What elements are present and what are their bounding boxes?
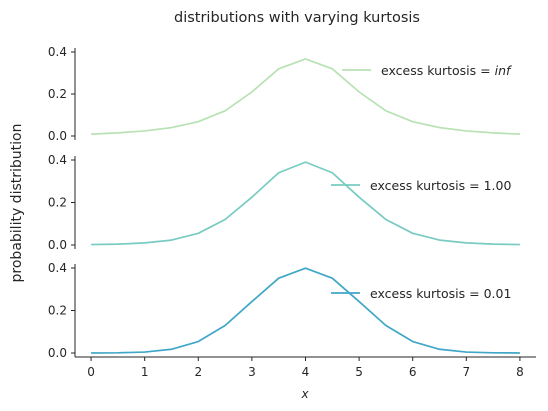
x-axis-label: x bbox=[300, 387, 309, 401]
x-tick-label: 4 bbox=[302, 365, 310, 379]
y-tick-label: 0.0 bbox=[48, 238, 67, 252]
y-tick-label: 0.2 bbox=[48, 196, 67, 210]
legend-label: excess kurtosis = inf bbox=[381, 63, 512, 78]
x-tick-label: 7 bbox=[462, 365, 470, 379]
x-tick-label: 5 bbox=[355, 365, 363, 379]
y-tick-label: 0.4 bbox=[48, 153, 67, 167]
x-tick-label: 0 bbox=[87, 365, 95, 379]
panels: 0.0 0.2 0.4 excess kurtosis = inf 0.0 0.2 0.4 e… bbox=[48, 45, 536, 379]
y-tick-label: 0.4 bbox=[48, 261, 67, 275]
series-line bbox=[91, 161, 520, 246]
x-tick-label: 6 bbox=[409, 365, 417, 379]
y-tick-label: 0.0 bbox=[48, 346, 67, 360]
y-tick-label: 0.2 bbox=[48, 87, 67, 101]
x-tick-label: 3 bbox=[248, 365, 256, 379]
y-axis-label: probability distribution bbox=[9, 124, 25, 283]
series-line bbox=[91, 267, 520, 354]
panel-3: 0.0 0.2 0.4 excess kurtosis = 0.01 bbox=[48, 261, 520, 360]
legend-label: excess kurtosis = 1.00 bbox=[370, 178, 511, 193]
legend-value: 0.01 bbox=[484, 286, 512, 301]
panel-2: 0.0 0.2 0.4 excess kurtosis = 1.00 bbox=[48, 153, 520, 252]
panel-1: 0.0 0.2 0.4 excess kurtosis = inf bbox=[48, 45, 520, 143]
x-tick-label: 1 bbox=[141, 365, 149, 379]
x-axis: 0 1 2 3 4 5 6 7 8 bbox=[75, 356, 536, 379]
x-tick-label: 2 bbox=[194, 365, 202, 379]
legend-label: excess kurtosis = 0.01 bbox=[370, 286, 511, 301]
chart-title: distributions with varying kurtosis bbox=[174, 10, 420, 26]
y-tick-label: 0.4 bbox=[48, 45, 67, 59]
y-tick-label: 0.0 bbox=[48, 129, 67, 143]
series-line bbox=[91, 58, 520, 135]
legend-value: 1.00 bbox=[484, 178, 512, 193]
legend-value: inf bbox=[495, 63, 512, 78]
y-tick-label: 0.2 bbox=[48, 304, 67, 318]
x-tick-label: 8 bbox=[516, 365, 524, 379]
